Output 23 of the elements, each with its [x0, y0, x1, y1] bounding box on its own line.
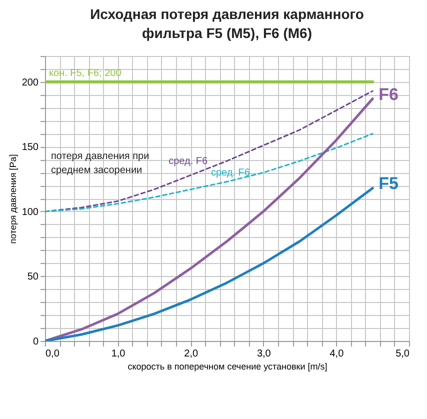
chart-title: Исходная потеря давления карманного фильтра F5 (M5), F6 (M6) — [90, 6, 364, 41]
x-axis-title: скорость в поперечном сечение установки [m/s] — [128, 362, 328, 372]
x-tick-label: 2,0 — [184, 348, 198, 360]
series-label: сред. F6 — [211, 168, 250, 179]
x-tick-label: 3,0 — [256, 348, 272, 360]
y-axis-title: потеря давления [Pa] — [8, 154, 18, 244]
y-tick-label: 50 — [27, 272, 39, 283]
series-label: F5 — [378, 174, 398, 194]
y-tick-label: 200 — [22, 77, 39, 88]
series-label: кон. F5, F6; 200 — [49, 68, 122, 79]
x-tick-label: 1,0 — [111, 348, 126, 360]
y-tick-label: 100 — [22, 206, 39, 218]
x-tick-label: 4,0 — [330, 348, 344, 360]
line-series — [45, 186, 374, 341]
line-series — [45, 98, 374, 341]
series-label: F6 — [378, 84, 398, 104]
line-series — [45, 132, 374, 212]
annotation: потеря давления при среднем засорении — [51, 151, 150, 176]
series-label: сред. F6 — [168, 156, 208, 168]
y-tick-label: 150 — [22, 142, 39, 154]
x-tick-label: 5,0 — [396, 348, 410, 360]
y-tick-label: 0 — [32, 336, 39, 348]
x-tick-label: 0,0 — [46, 348, 60, 360]
